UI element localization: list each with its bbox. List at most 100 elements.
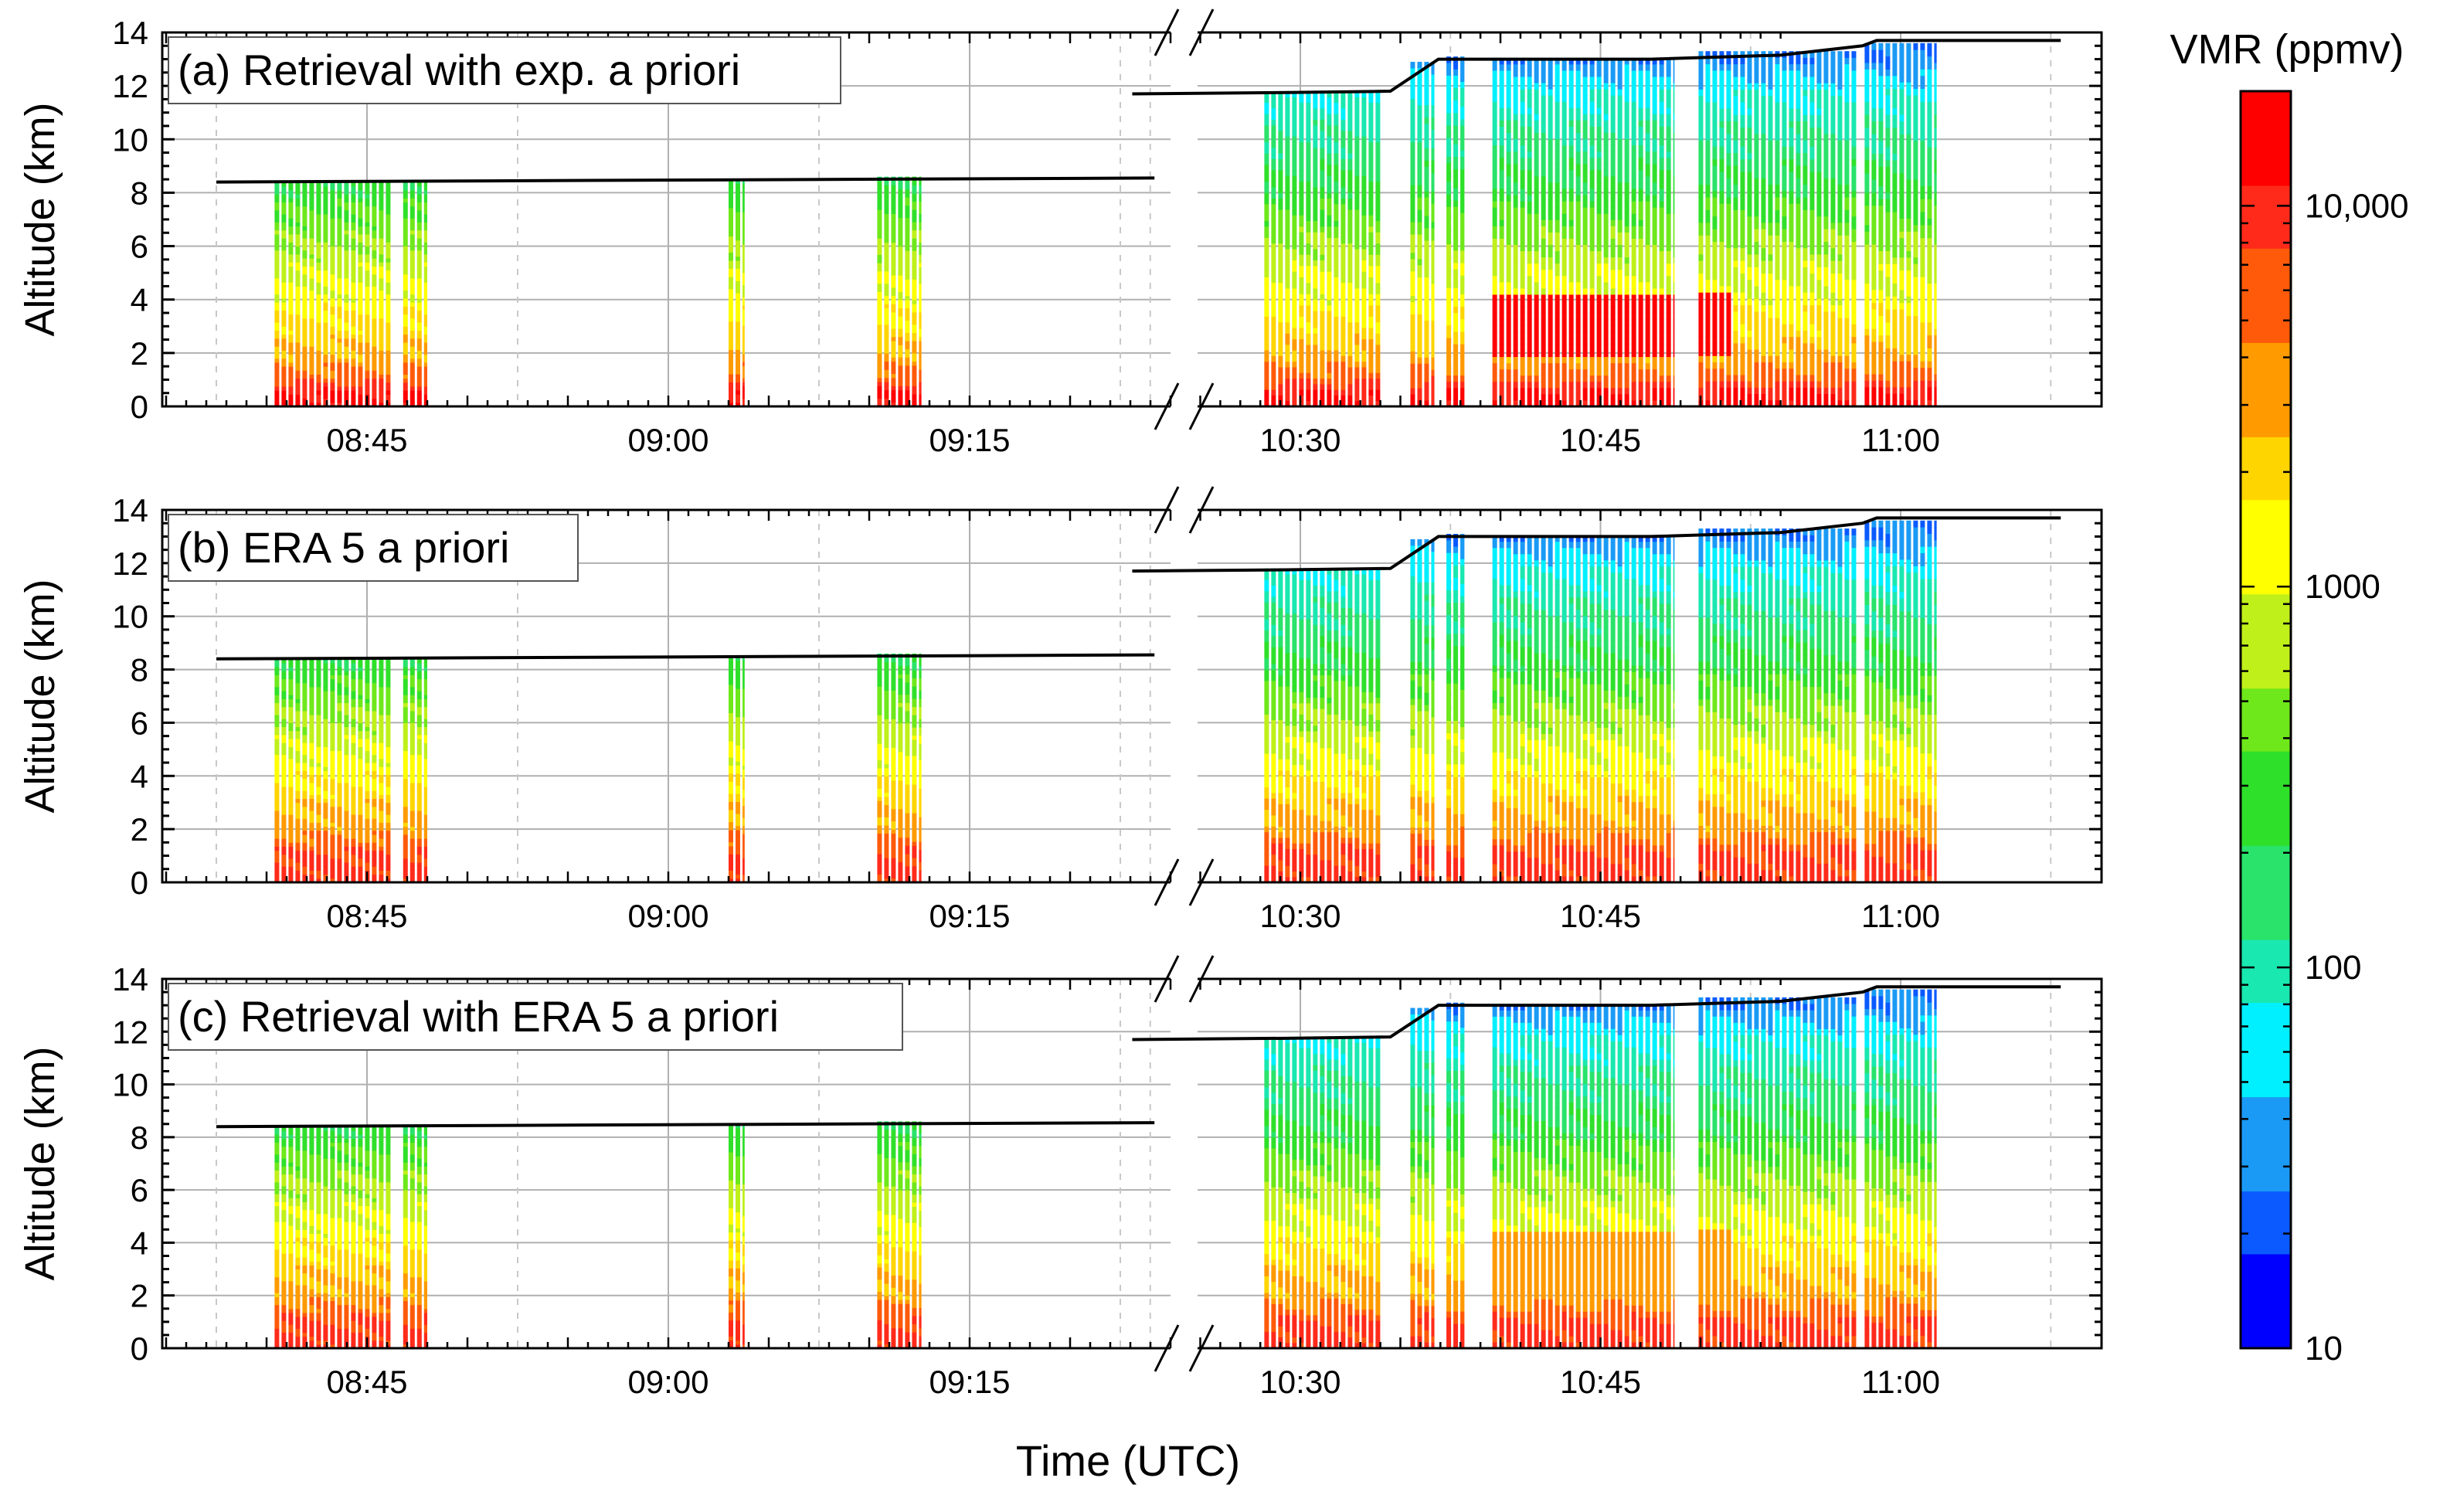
vmr-cell	[358, 274, 363, 279]
vmr-cell	[1712, 114, 1718, 122]
vmr-cell	[1492, 138, 1497, 146]
vmr-cell	[1410, 320, 1415, 327]
vmr-cell	[1320, 220, 1325, 227]
vmr-cell	[330, 234, 335, 239]
vmr-cell	[1492, 70, 1497, 77]
vmr-cell	[1666, 338, 1671, 345]
vmr-cell	[274, 202, 280, 207]
vmr-cell	[1726, 399, 1731, 407]
vmr-cell	[1327, 378, 1332, 385]
vmr-cell	[1719, 368, 1725, 375]
vmr-cell	[1285, 131, 1290, 137]
vmr-cell	[1424, 338, 1429, 345]
vmr-cell	[1548, 375, 1553, 382]
vmr-cell	[358, 338, 363, 343]
vmr-cell	[323, 342, 328, 347]
vmr-cell	[1375, 164, 1381, 171]
vmr-cell	[1492, 356, 1497, 364]
vmr-cell	[1278, 328, 1283, 334]
vmr-cell	[309, 226, 314, 231]
vmr-cell	[1555, 219, 1560, 226]
vmr-cell	[351, 390, 356, 395]
vmr-cell	[1534, 331, 1539, 338]
vmr-cell	[1306, 203, 1311, 210]
vmr-cell	[729, 333, 733, 338]
vmr-cell	[351, 229, 356, 235]
vmr-cell	[337, 390, 342, 395]
vmr-cell	[1292, 321, 1297, 328]
vmr-cell	[1712, 393, 1718, 401]
vmr-cell	[1527, 331, 1532, 338]
vmr-cell	[1361, 186, 1367, 193]
vmr-cell	[1375, 361, 1381, 368]
vmr-cell	[1561, 126, 1567, 134]
vmr-cell	[1278, 164, 1283, 171]
vmr-cell	[905, 324, 910, 329]
vmr-cell	[358, 189, 363, 195]
vmr-cell	[1712, 178, 1718, 185]
vmr-cell	[274, 314, 280, 319]
vmr-cell	[1548, 244, 1553, 252]
vmr-cell	[1698, 235, 1704, 243]
vmr-cell	[337, 246, 342, 251]
vmr-cell	[316, 274, 321, 279]
vmr-cell	[1499, 238, 1504, 246]
vmr-cell	[1361, 136, 1367, 143]
vmr-cell	[1705, 349, 1711, 356]
vmr-cell	[302, 366, 308, 371]
vmr-cell	[1673, 95, 1675, 102]
vmr-cell	[912, 234, 917, 239]
vmr-cell	[1271, 124, 1276, 131]
vmr-cell	[1555, 313, 1560, 320]
vmr-cell	[1527, 369, 1532, 376]
vmr-cell	[1617, 83, 1623, 90]
vmr-cell	[1285, 170, 1290, 176]
vmr-cell	[1698, 165, 1704, 172]
vmr-cell	[1698, 209, 1704, 217]
vmr-cell	[1617, 257, 1623, 264]
vmr-cell	[1492, 313, 1497, 320]
vmr-cell	[1673, 301, 1675, 307]
vmr-cell	[1527, 338, 1532, 345]
vmr-cell	[1506, 207, 1511, 214]
vmr-cell	[409, 306, 415, 311]
vmr-cell	[1527, 294, 1532, 301]
vmr-cell	[1278, 265, 1283, 272]
vmr-cell	[1285, 344, 1290, 351]
vmr-cell	[1596, 83, 1602, 90]
vmr-cell	[330, 278, 335, 283]
vmr-cell	[1575, 257, 1581, 264]
vmr-cell	[372, 222, 377, 227]
vmr-cell	[1698, 285, 1704, 293]
vmr-cell	[729, 280, 733, 286]
vmr-cell	[1719, 57, 1725, 65]
vmr-cell	[316, 314, 321, 319]
vmr-cell	[884, 373, 889, 379]
vmr-cell	[729, 219, 733, 225]
vmr-cell	[1712, 108, 1718, 115]
vmr-cell	[1431, 283, 1435, 291]
vmr-cell	[295, 382, 301, 387]
vmr-cell	[409, 378, 415, 383]
vmr-cell	[365, 266, 370, 271]
vmr-cell	[1285, 232, 1290, 238]
vmr-cell	[912, 279, 917, 284]
vmr-cell	[1410, 357, 1415, 364]
vmr-cell	[736, 256, 740, 261]
vmr-cell	[379, 294, 384, 299]
vmr-cell	[898, 361, 903, 366]
vmr-cell	[1417, 351, 1422, 358]
vmr-cell	[1666, 57, 1671, 65]
vmr-cell	[1492, 387, 1497, 395]
vmr-cell	[1320, 316, 1325, 323]
vmr-cell	[344, 310, 349, 315]
vmr-cell	[1299, 209, 1304, 216]
vmr-cell	[358, 185, 363, 191]
vmr-cell	[1652, 319, 1657, 326]
vmr-cell	[1541, 89, 1546, 96]
vmr-cell	[309, 382, 314, 387]
vmr-cell	[316, 258, 321, 263]
vmr-cell	[409, 366, 415, 371]
vmr-cell	[1541, 126, 1546, 134]
vmr-cell	[736, 386, 740, 391]
